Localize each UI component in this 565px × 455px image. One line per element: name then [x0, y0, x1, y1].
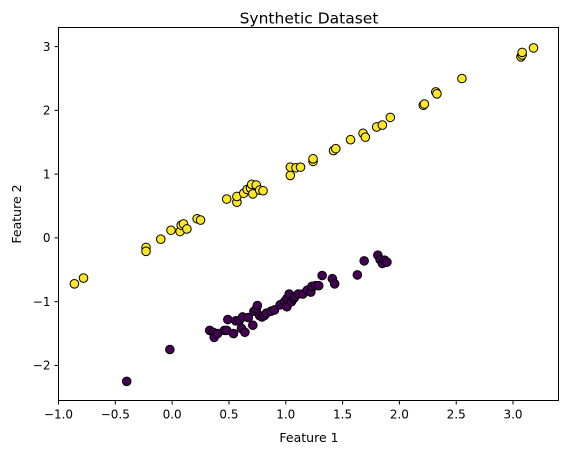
plot-frame	[58, 27, 559, 401]
x-tick-label: −1.0	[44, 408, 73, 422]
data-point-yellow	[457, 73, 467, 84]
data-point-purple	[313, 280, 324, 291]
x-tick-label: 0.0	[163, 408, 182, 422]
data-point-purple	[359, 256, 369, 266]
data-point-yellow	[285, 170, 296, 181]
y-tick-label: 1	[43, 167, 51, 181]
data-point-yellow	[295, 162, 306, 172]
y-tick-label: 0	[43, 231, 51, 245]
data-point-yellow	[221, 194, 232, 204]
y-tick-label: 2	[43, 104, 51, 118]
y-axis-label: Feature 2	[9, 184, 24, 243]
y-tick-label: −1	[33, 295, 51, 309]
data-point-purple	[352, 270, 363, 280]
y-tick-label: 3	[43, 40, 51, 54]
x-tick-label: 3.0	[503, 408, 522, 422]
data-point-purple	[228, 328, 239, 339]
chart-title: Synthetic Dataset	[240, 10, 379, 28]
data-point-yellow	[182, 224, 192, 234]
data-point-purple	[252, 300, 263, 311]
data-point-yellow	[69, 279, 80, 289]
data-point-yellow	[432, 89, 442, 99]
data-point-yellow	[166, 225, 176, 236]
x-tick-label: −0.5	[101, 408, 130, 422]
y-tick-label: −2	[33, 359, 51, 373]
data-point-purple	[329, 279, 340, 289]
data-point-yellow	[377, 120, 388, 130]
data-point-yellow	[360, 132, 371, 142]
data-point-yellow	[308, 154, 318, 164]
points-layer	[69, 43, 539, 387]
data-point-yellow	[195, 215, 206, 225]
data-point-yellow	[78, 273, 89, 283]
data-point-purple	[248, 320, 258, 331]
x-tick-label: 2.5	[447, 408, 466, 422]
data-point-yellow	[528, 43, 539, 53]
data-point-yellow	[419, 99, 430, 109]
x-tick-label: 2.0	[390, 408, 409, 422]
data-point-yellow	[155, 234, 166, 244]
data-point-purple	[165, 344, 175, 355]
x-tick-label: 1.5	[333, 408, 352, 422]
data-point-yellow	[517, 47, 527, 58]
data-point-purple	[240, 327, 250, 338]
x-tick-label: 0.5	[219, 408, 238, 422]
data-point-yellow	[330, 143, 341, 154]
x-axis: −1.0 −0.5 0.0 0.5 1.0 1.5 2.0 2.5 3.0	[44, 400, 523, 422]
data-point-purple	[382, 257, 392, 267]
data-point-purple	[243, 312, 254, 323]
x-axis-label: Feature 1	[279, 430, 338, 445]
data-point-purple	[121, 376, 132, 387]
y-axis: −2 −1 0 1 2 3	[33, 40, 59, 373]
data-point-yellow	[345, 134, 356, 145]
data-point-purple	[223, 314, 233, 325]
x-tick-label: 1.0	[276, 408, 295, 422]
data-point-yellow	[141, 246, 151, 257]
data-point-yellow	[385, 112, 396, 123]
data-point-purple	[317, 270, 327, 281]
data-point-yellow	[258, 185, 268, 196]
